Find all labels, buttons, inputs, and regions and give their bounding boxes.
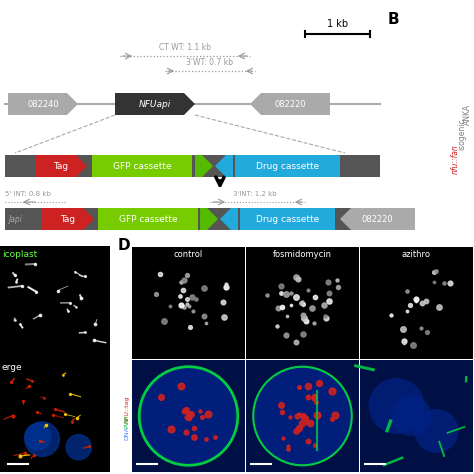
Bar xyxy=(0,246,110,359)
Bar xyxy=(235,155,340,177)
Bar xyxy=(246,247,359,359)
Polygon shape xyxy=(115,93,195,115)
Text: NFU::tag: NFU::tag xyxy=(123,287,129,318)
Bar xyxy=(246,360,359,472)
Text: Tag: Tag xyxy=(61,215,75,224)
Text: CT WT: 1.1 kb: CT WT: 1.1 kb xyxy=(159,43,211,52)
Text: DNA: DNA xyxy=(124,427,129,440)
Text: NFU::tag: NFU::tag xyxy=(124,396,129,423)
Text: Tag: Tag xyxy=(54,162,69,171)
Text: control: control xyxy=(174,250,203,259)
Text: nfu::fan: nfu::fan xyxy=(450,144,459,174)
Text: 3'INT: 1.2 kb: 3'INT: 1.2 kb xyxy=(233,191,277,197)
Bar xyxy=(132,360,245,472)
Bar xyxy=(92,155,192,177)
Text: Drug cassette: Drug cassette xyxy=(256,162,319,171)
Text: D: D xyxy=(118,238,131,253)
Text: Japi: Japi xyxy=(8,215,22,224)
Polygon shape xyxy=(220,208,238,230)
Polygon shape xyxy=(35,155,87,177)
Text: 3'WT: 0.7 kb: 3'WT: 0.7 kb xyxy=(186,58,234,67)
Text: fosmidomycin: fosmidomycin xyxy=(273,250,332,259)
Text: GFP cassette: GFP cassette xyxy=(113,162,171,171)
Text: 5' INT: 0.8 kb: 5' INT: 0.8 kb xyxy=(5,191,51,197)
Polygon shape xyxy=(42,208,94,230)
Bar xyxy=(360,247,473,359)
Bar xyxy=(246,360,359,472)
Bar xyxy=(240,208,335,230)
Text: Drug cassette: Drug cassette xyxy=(256,215,319,224)
Text: NFUapi: NFUapi xyxy=(139,100,171,109)
Bar xyxy=(360,360,473,472)
Text: icoplast: icoplast xyxy=(2,250,37,259)
Bar xyxy=(98,208,198,230)
Circle shape xyxy=(25,424,51,450)
Text: 082220: 082220 xyxy=(362,215,393,224)
Polygon shape xyxy=(195,155,213,177)
Polygon shape xyxy=(8,93,78,115)
Text: PVM: PVM xyxy=(124,415,129,428)
Circle shape xyxy=(139,367,238,465)
Text: 1 kb: 1 kb xyxy=(327,19,348,29)
Circle shape xyxy=(414,409,458,453)
Bar xyxy=(5,155,380,177)
Text: B: B xyxy=(388,12,400,27)
Text: azithro: azithro xyxy=(402,250,431,259)
Polygon shape xyxy=(340,208,415,230)
Bar xyxy=(5,208,380,230)
Bar xyxy=(132,360,245,472)
Bar xyxy=(132,247,245,359)
Text: erge: erge xyxy=(2,363,23,372)
Polygon shape xyxy=(200,208,218,230)
Bar xyxy=(360,360,473,472)
Circle shape xyxy=(392,396,431,436)
Text: isogenic: isogenic xyxy=(457,118,466,150)
Polygon shape xyxy=(215,155,233,177)
Circle shape xyxy=(25,422,59,456)
Text: GFP cassette: GFP cassette xyxy=(118,215,177,224)
Bar xyxy=(0,359,110,472)
Text: 082220: 082220 xyxy=(274,100,306,109)
Text: ANKA: ANKA xyxy=(463,103,472,125)
Circle shape xyxy=(253,367,352,465)
Polygon shape xyxy=(250,93,330,115)
Circle shape xyxy=(368,378,425,434)
Text: 082240: 082240 xyxy=(27,100,59,109)
Circle shape xyxy=(66,435,91,460)
